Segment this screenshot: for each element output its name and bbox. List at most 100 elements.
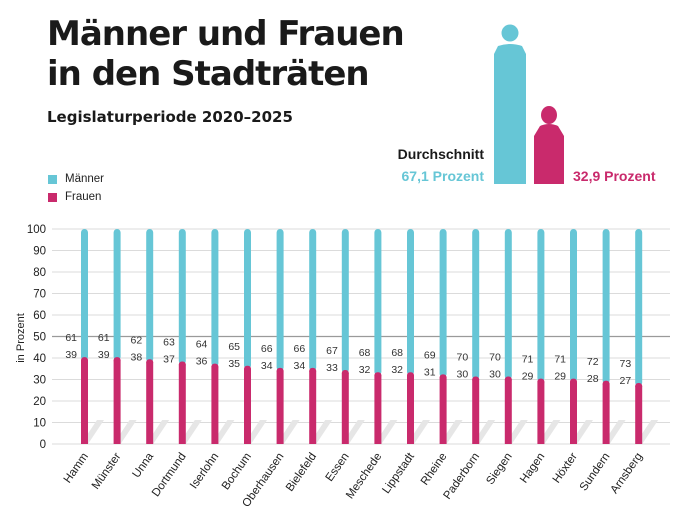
- bar-women: [81, 360, 88, 444]
- x-tick-label: Iserlohn: [188, 451, 221, 491]
- data-label-men: 65: [228, 341, 240, 353]
- data-label-women: 38: [131, 351, 143, 363]
- legend-swatch-men: [48, 174, 57, 184]
- bar-women-cap: [537, 378, 545, 385]
- data-label-men: 70: [457, 352, 469, 364]
- bar-women: [146, 362, 154, 444]
- bar-women: [113, 360, 121, 444]
- bars: [81, 229, 643, 444]
- title-line-2: in den Stadträten: [47, 54, 370, 94]
- bar-women-cap: [602, 380, 610, 387]
- y-tick-label: 40: [33, 353, 46, 365]
- bar-women-cap: [341, 370, 349, 377]
- data-label-men: 68: [391, 347, 403, 359]
- data-label-men: 66: [261, 343, 273, 355]
- bar-men: [276, 229, 284, 371]
- data-label-women: 36: [196, 356, 208, 368]
- bar-women: [178, 364, 186, 444]
- x-tick-label: Unna: [131, 450, 157, 480]
- bar-women-cap: [635, 382, 643, 389]
- bar-men: [178, 229, 186, 365]
- bar-women-cap: [146, 359, 154, 366]
- legend-item-women: Frauen: [48, 188, 104, 206]
- bar-women: [407, 375, 414, 444]
- bar-women-cap: [504, 376, 512, 383]
- y-tick-label: 90: [33, 246, 46, 258]
- data-label-men: 68: [359, 347, 371, 359]
- legend-label-women: Frauen: [65, 191, 102, 203]
- y-tick-label: 70: [33, 289, 46, 301]
- y-tick-label: 0: [40, 439, 46, 451]
- bar-women: [635, 385, 643, 444]
- data-label-women: 31: [424, 366, 436, 378]
- bar-women-cap: [407, 372, 414, 379]
- x-tick-label: Arnsberg: [609, 451, 646, 496]
- bar-women-cap: [472, 376, 480, 383]
- woman-silhouette-icon: [534, 106, 564, 184]
- bar-men: [341, 229, 349, 374]
- data-label-men: 71: [554, 354, 566, 366]
- x-tick-label: Siegen: [484, 451, 514, 487]
- data-labels: 61 39 61 39 62 38 63 37 64 36 65 35 66 34 66 34 67 33 68 32…: [65, 332, 631, 387]
- bar-women: [276, 370, 284, 444]
- bar-women-cap: [570, 378, 577, 385]
- bar-men: [635, 229, 643, 386]
- bar-women-cap: [113, 357, 121, 364]
- legend-label-men: Männer: [65, 173, 104, 185]
- bar-women-cap: [439, 374, 447, 381]
- data-label-women: 34: [294, 360, 306, 372]
- x-tick-label: Rheine: [419, 451, 450, 488]
- bar-men: [374, 229, 382, 376]
- average-label: Durchschnitt: [397, 146, 484, 162]
- x-tick-label: Bochum: [220, 451, 254, 492]
- data-label-men: 67: [326, 345, 338, 357]
- data-label-men: 61: [65, 332, 77, 344]
- bar-men: [146, 229, 154, 363]
- data-label-women: 32: [391, 364, 403, 376]
- data-label-women: 28: [587, 373, 599, 385]
- data-label-men: 64: [196, 339, 208, 351]
- x-tick-label: Hamm: [62, 451, 91, 486]
- bar-women-cap: [276, 367, 284, 374]
- y-axis-label: in Prozent: [15, 313, 27, 363]
- data-label-women: 39: [98, 349, 110, 361]
- bar-men: [309, 229, 317, 371]
- legend: Männer Frauen: [48, 170, 104, 206]
- average-women-value: 32,9 Prozent: [573, 168, 656, 184]
- x-tick-label: Bielefeld: [284, 451, 319, 494]
- data-label-women: 32: [359, 364, 371, 376]
- data-label-women: 29: [554, 371, 566, 383]
- bar-men: [407, 229, 414, 376]
- x-tick-label: Münster: [90, 451, 124, 492]
- bar-men: [602, 229, 610, 384]
- data-label-men: 61: [98, 332, 110, 344]
- bar-men: [81, 229, 88, 361]
- bar-women: [211, 366, 219, 444]
- data-label-men: 66: [294, 343, 306, 355]
- bar-men: [439, 229, 447, 378]
- bar-women-cap: [81, 357, 88, 364]
- bar-women: [602, 383, 610, 444]
- bar-women: [341, 373, 349, 444]
- data-label-women: 34: [261, 360, 273, 372]
- x-tick-label: Hagen: [518, 451, 547, 486]
- bar-men: [244, 229, 251, 369]
- data-label-women: 30: [457, 369, 469, 381]
- bar-women: [472, 379, 480, 444]
- bar-women: [439, 377, 447, 444]
- bar-women-cap: [309, 367, 317, 374]
- data-label-women: 30: [489, 369, 501, 381]
- man-silhouette-icon: [494, 24, 526, 184]
- bar-men: [504, 229, 512, 380]
- gridlines: [52, 228, 670, 445]
- title-line-1: Männer und Frauen: [47, 14, 405, 54]
- data-label-women: 27: [620, 375, 632, 387]
- y-axis: 0 10 20 30 40 50 60 70 80 90 100: [27, 224, 46, 451]
- data-label-women: 35: [228, 358, 240, 370]
- bar-women: [374, 375, 382, 444]
- y-tick-label: 10: [33, 418, 46, 430]
- bar-women: [244, 368, 251, 444]
- data-label-men: 63: [163, 336, 175, 348]
- y-tick-label: 30: [33, 375, 46, 387]
